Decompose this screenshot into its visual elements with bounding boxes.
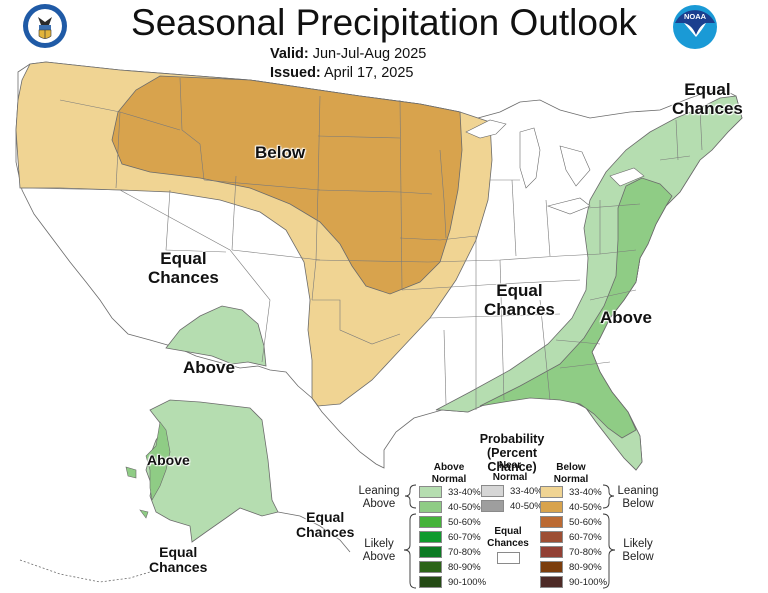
legend-leaning-below: Leaning Below [617, 485, 659, 510]
legend-below-60-70: 60-70% [540, 531, 602, 543]
legend-column-near-normal: Near Normal [492, 460, 528, 483]
valid-period: Valid: Jun-Jul-Aug 2025 [270, 46, 426, 62]
legend-swatch [419, 516, 442, 528]
legend-below-50-60: 50-60% [540, 516, 602, 528]
map-label-above-southeast: Above [600, 308, 652, 327]
map-label-above-alaska: Above [147, 452, 190, 468]
legend-leaning-above: Leaning Above [358, 485, 400, 510]
legend-below-90-100: 90-100% [540, 576, 607, 588]
alaska-west-islands [125, 466, 149, 519]
legend-column-above-normal: Above Normal [431, 462, 467, 485]
legend-likely-above: Likely Above [362, 538, 396, 563]
legend-swatch [481, 500, 504, 512]
legend-above-90-100: 90-100% [419, 576, 486, 588]
legend-swatch [540, 576, 563, 588]
legend-above-40-50: 40-50% [419, 501, 481, 513]
brace-leaning-above [404, 484, 417, 509]
brace-likely-below [602, 513, 616, 589]
map-label-equal-chances-alaska: Equal Chances [149, 544, 208, 575]
legend-swatch [540, 561, 563, 573]
issued-date: Issued: April 17, 2025 [270, 65, 413, 81]
legend-swatch [419, 561, 442, 573]
map-label-equal-chances-west: Equal Chances [148, 249, 219, 287]
legend-equal-chances-label: Equal Chances [487, 526, 529, 549]
alaska-above-west-region [145, 421, 171, 501]
above-southwest-region [165, 305, 267, 367]
page-title: Seasonal Precipitation Outlook [131, 2, 637, 43]
legend-below-70-80: 70-80% [540, 546, 602, 558]
below-likely-core-region [111, 75, 463, 295]
legend-below-40-50: 40-50% [540, 501, 602, 513]
legend-above-60-70: 60-70% [419, 531, 481, 543]
legend-near-33-40: 33-40% [481, 485, 543, 497]
issued-label: Issued: [270, 65, 321, 81]
valid-value: Jun-Jul-Aug 2025 [312, 46, 427, 62]
svg-text:NOAA: NOAA [684, 12, 707, 21]
legend-title: Probability (Percent Chance) [479, 432, 545, 474]
legend-near-40-50: 40-50% [481, 500, 543, 512]
legend-likely-below: Likely Below [622, 538, 654, 563]
legend-swatch [481, 485, 504, 497]
commerce-seal-icon [22, 3, 68, 54]
great-lakes [465, 119, 645, 215]
legend-above-70-80: 70-80% [419, 546, 481, 558]
issued-value: April 17, 2025 [324, 65, 414, 81]
legend-swatch [540, 546, 563, 558]
legend-above-80-90: 80-90% [419, 561, 481, 573]
legend-swatch [419, 531, 442, 543]
aleutian-islands [19, 559, 151, 583]
alaska-outline [145, 399, 279, 543]
map-label-above-southwest: Above [183, 358, 235, 377]
legend-above-50-60: 50-60% [419, 516, 481, 528]
valid-label: Valid: [270, 46, 309, 62]
legend-below-33-40: 33-40% [540, 486, 602, 498]
noaa-logo-icon: NOAA [672, 4, 718, 55]
map-label-equal-chances-panhandle: Equal Chances [296, 509, 355, 540]
brace-leaning-below [602, 484, 615, 509]
map-label-below: Below [255, 143, 306, 162]
legend-column-below-normal: Below Normal [553, 462, 589, 485]
legend-swatch [419, 501, 442, 513]
legend-swatch [540, 501, 563, 513]
legend-swatch [540, 486, 563, 498]
legend-below-80-90: 80-90% [540, 561, 602, 573]
legend-swatch [419, 486, 442, 498]
legend-swatch [540, 531, 563, 543]
brace-likely-above [403, 513, 417, 589]
legend-swatch [419, 546, 442, 558]
map-label-equal-chances-central: Equal Chances [484, 281, 555, 319]
legend-swatch [419, 576, 442, 588]
legend-equal-chances-swatch [497, 552, 520, 564]
legend-above-33-40: 33-40% [419, 486, 481, 498]
state-boundaries [19, 77, 703, 410]
legend-swatch [540, 516, 563, 528]
map-label-equal-chances-northeast: Equal Chances [672, 80, 743, 118]
above-east-core-region [479, 177, 673, 439]
alaska-panhandle [277, 511, 351, 553]
